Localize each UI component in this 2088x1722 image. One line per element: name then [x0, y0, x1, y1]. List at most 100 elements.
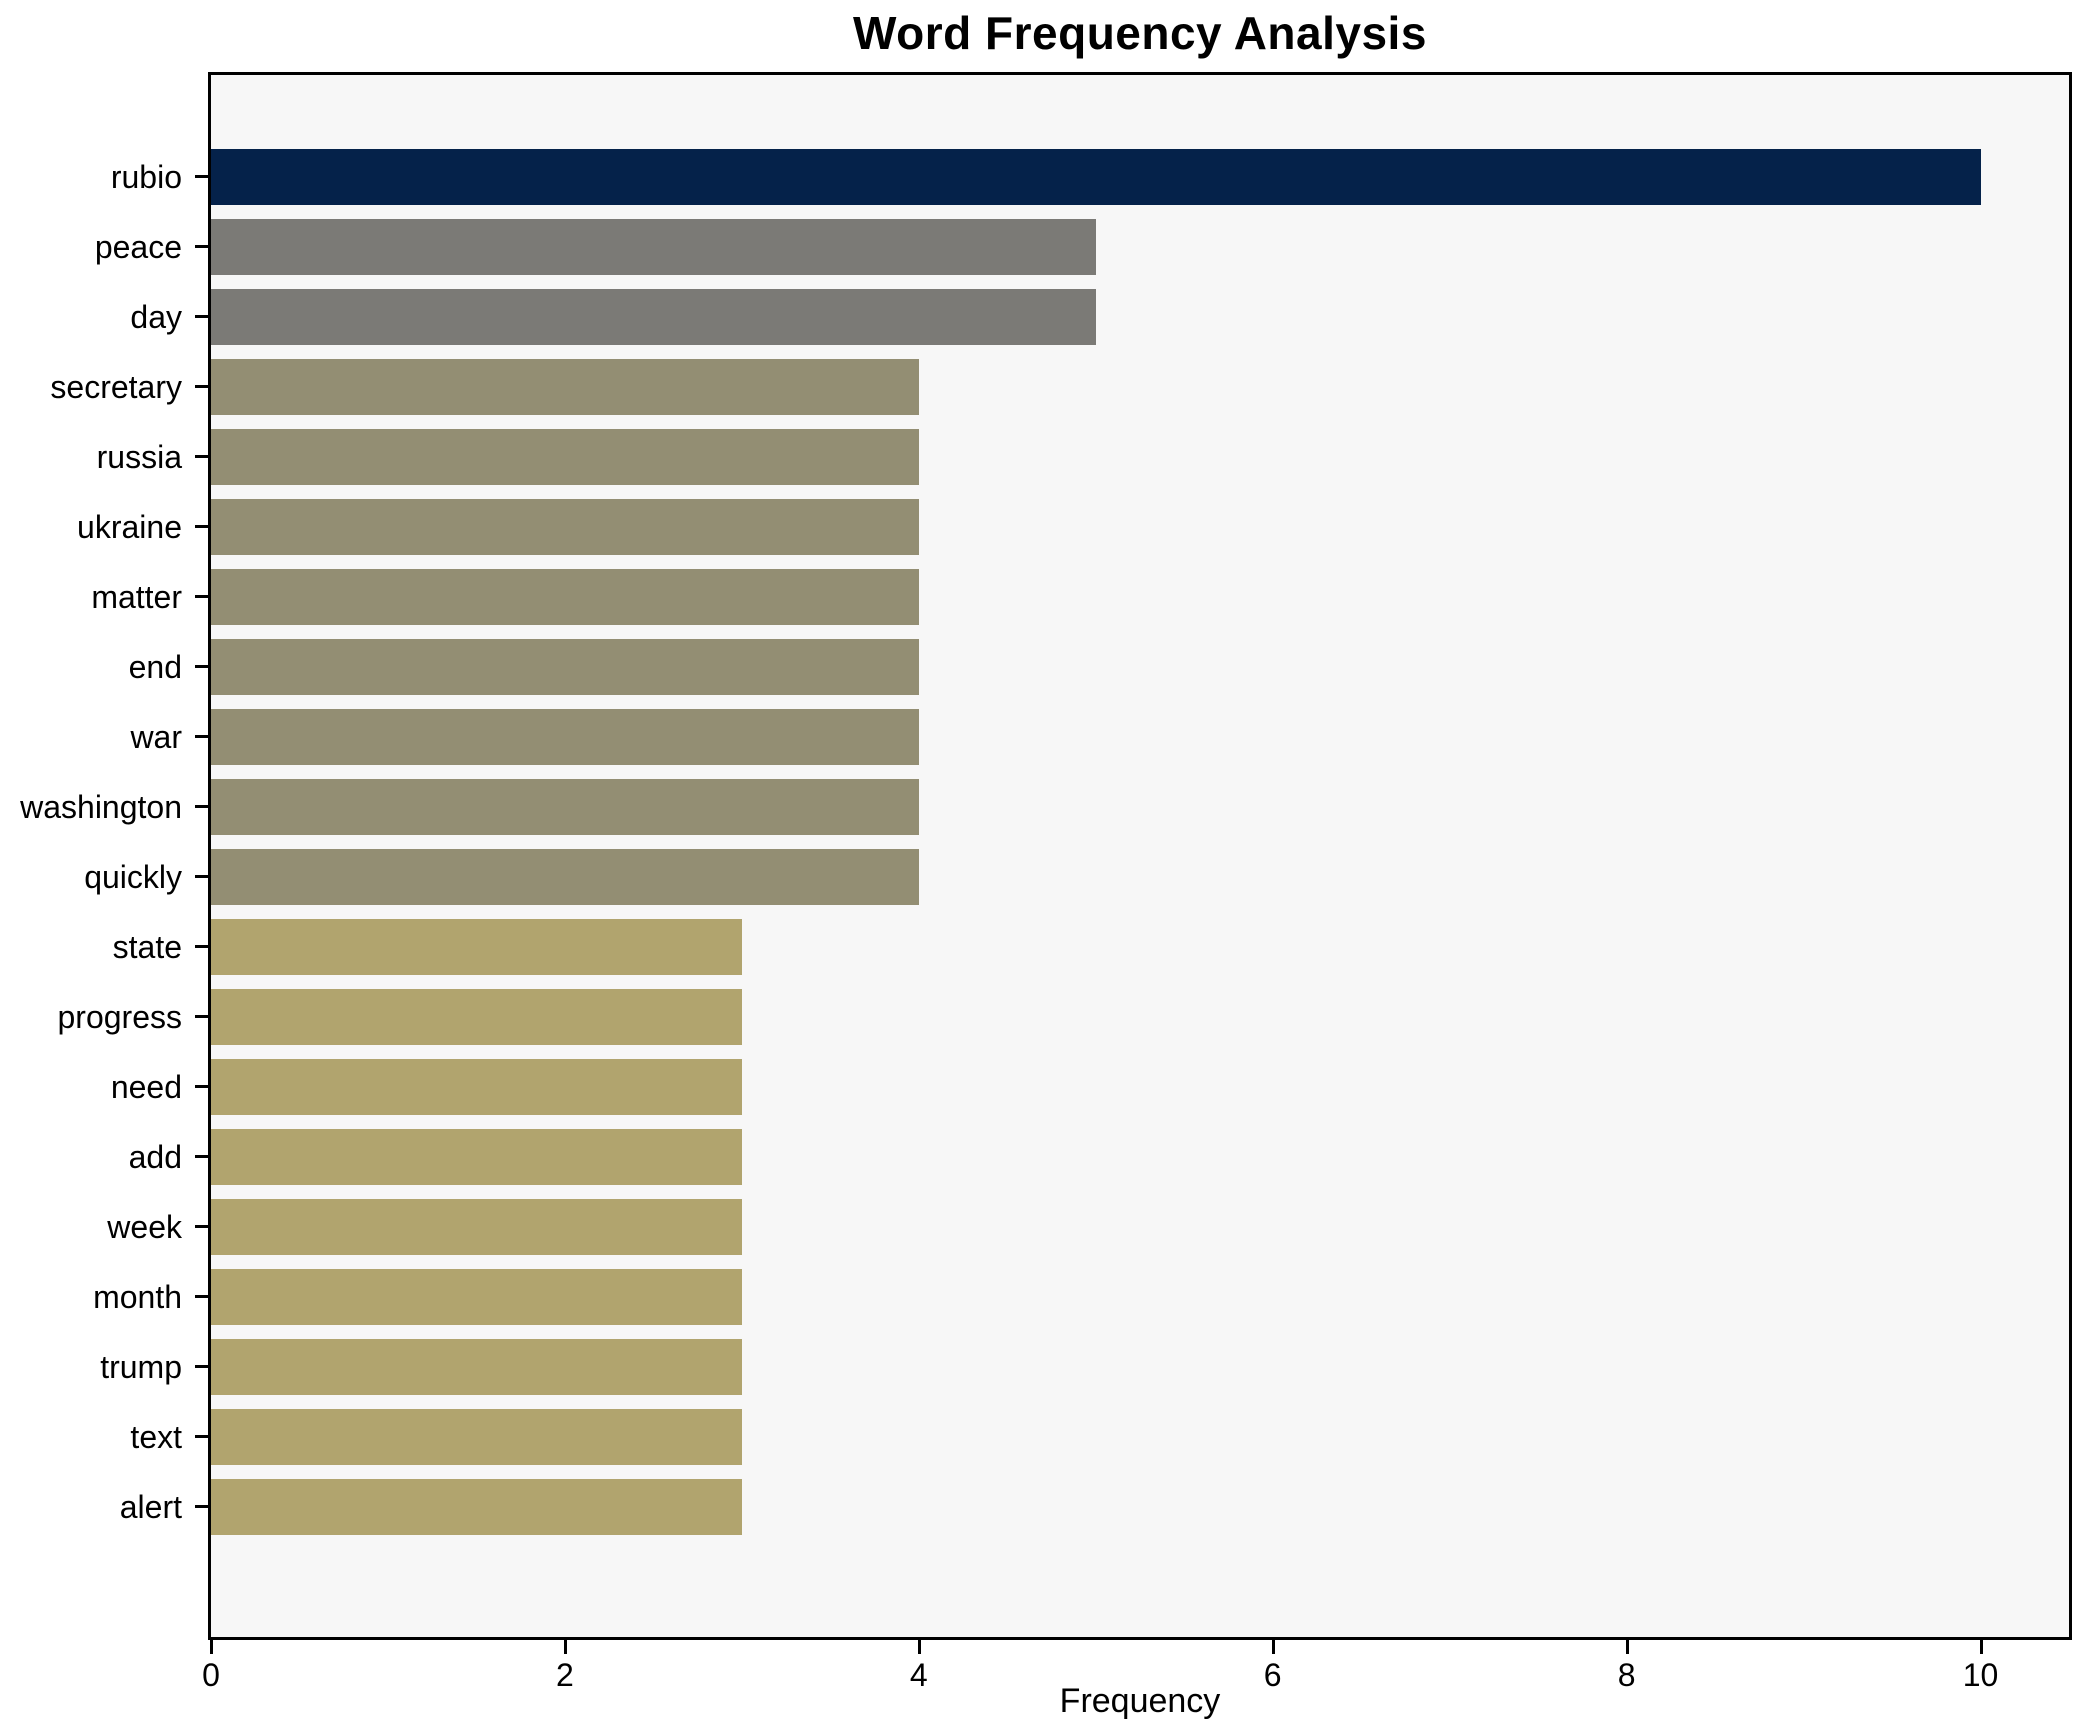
- y-axis-label-end: end: [0, 632, 208, 702]
- y-axis-label-text: state: [112, 928, 182, 965]
- y-tick-mark: [195, 665, 208, 668]
- bar-trump: [211, 1339, 742, 1395]
- x-tick-mark: [563, 1640, 567, 1654]
- y-axis-label-add: add: [0, 1122, 208, 1192]
- y-axis-label-secretary: secretary: [0, 352, 208, 422]
- y-axis-label-text: peace: [94, 228, 182, 265]
- y-tick-mark: [195, 945, 208, 948]
- bar-series: [211, 75, 2069, 1637]
- y-axis-label-text: rubio: [110, 158, 182, 195]
- y-axis-label-text: matter: [91, 578, 182, 615]
- bar-state: [211, 919, 742, 975]
- x-tick-label: 8: [1617, 1657, 1636, 1693]
- x-tick-label: 4: [909, 1657, 928, 1693]
- x-tick-mark: [1979, 1640, 1983, 1654]
- y-axis-label-matter: matter: [0, 562, 208, 632]
- bar-row: [211, 982, 2069, 1052]
- y-axis-label-text: end: [128, 648, 182, 685]
- bar-russia: [211, 429, 919, 485]
- x-axis: 0 2 4 6 8 10: [202, 1640, 2069, 1720]
- bar-washington: [211, 779, 919, 835]
- bar-row: [211, 142, 2069, 212]
- y-axis-label-week: week: [0, 1192, 208, 1262]
- y-axis-label-russia: russia: [0, 422, 208, 492]
- y-axis-label-day: day: [0, 282, 208, 352]
- y-axis-label-text: text: [130, 1418, 182, 1455]
- bar-row: [211, 562, 2069, 632]
- bar-matter: [211, 569, 919, 625]
- y-tick-mark: [195, 1225, 208, 1228]
- y-axis-label-text: quickly: [84, 858, 182, 895]
- y-axis-label-text: trump: [100, 1348, 182, 1385]
- bar-row: [211, 1472, 2069, 1542]
- bar-quickly: [211, 849, 919, 905]
- bar-row: [211, 1332, 2069, 1402]
- bar-row: [211, 1262, 2069, 1332]
- y-axis-label-peace: peace: [0, 212, 208, 282]
- y-axis-label-text: russia: [96, 438, 182, 475]
- y-tick-mark: [195, 1365, 208, 1368]
- y-axis-label-quickly: quickly: [0, 842, 208, 912]
- y-tick-mark: [195, 525, 208, 528]
- y-axis-label-text: alert: [119, 1488, 182, 1525]
- bar-rubio: [211, 149, 1981, 205]
- y-tick-mark: [195, 805, 208, 808]
- y-axis-label-month: month: [0, 1262, 208, 1332]
- y-tick-mark: [195, 245, 208, 248]
- y-axis-label-state: state: [0, 912, 208, 982]
- chart-title: Word Frequency Analysis: [853, 7, 1427, 59]
- y-tick-mark: [195, 385, 208, 388]
- bar-peace: [211, 219, 1096, 275]
- y-axis-label-war: war: [0, 702, 208, 772]
- y-axis-label-text: day: [130, 298, 182, 335]
- x-tick-mark: [210, 1640, 213, 1654]
- x-tick-mark: [1271, 1640, 1275, 1654]
- y-axis-label-text: need: [110, 1068, 182, 1105]
- bar-row: [211, 842, 2069, 912]
- y-axis-label-text: secretary: [50, 368, 182, 405]
- y-axis-label-progress: progress: [0, 982, 208, 1052]
- bar-progress: [211, 989, 742, 1045]
- y-axis-label-text: ukraine: [77, 508, 182, 545]
- x-tick-label: 6: [1263, 1657, 1282, 1693]
- y-axis-label-need: need: [0, 1052, 208, 1122]
- bar-row: [211, 1192, 2069, 1262]
- y-axis-label-text: week: [107, 1208, 182, 1245]
- y-tick-mark: [195, 1015, 208, 1018]
- y-axis-label-trump: trump: [0, 1332, 208, 1402]
- bar-row: [211, 352, 2069, 422]
- y-axis-label-text: month: [93, 1278, 182, 1315]
- y-tick-mark: [195, 875, 208, 878]
- y-tick-mark: [195, 1085, 208, 1088]
- bar-row: [211, 492, 2069, 562]
- x-axis-title: Frequency: [1059, 1682, 1221, 1720]
- y-axis-label-text: add: [128, 1138, 182, 1175]
- y-axis-label-text: war: [130, 718, 182, 755]
- y-axis-label-text: text: [0, 1402, 208, 1472]
- bar-row: [211, 912, 2069, 982]
- y-tick-mark: [195, 1155, 208, 1158]
- y-axis-label-ukraine: ukraine: [0, 492, 208, 562]
- bar-row: [211, 212, 2069, 282]
- bar-month: [211, 1269, 742, 1325]
- bar-ukraine: [211, 499, 919, 555]
- plot-area: [208, 72, 2072, 1640]
- y-tick-mark: [195, 1435, 208, 1438]
- bar-war: [211, 709, 919, 765]
- bar-row: [211, 632, 2069, 702]
- x-tick-mark: [1625, 1640, 1629, 1654]
- bar-end: [211, 639, 919, 695]
- y-tick-mark: [195, 315, 208, 318]
- bar-secretary: [211, 359, 919, 415]
- bar-row: [211, 1052, 2069, 1122]
- bar-row: [211, 282, 2069, 352]
- x-tick-mark: [917, 1640, 921, 1654]
- bar-add: [211, 1129, 742, 1185]
- bar-row: [211, 1402, 2069, 1472]
- bar-row: [211, 702, 2069, 772]
- bar-need: [211, 1059, 742, 1115]
- y-axis-label-alert: alert: [0, 1472, 208, 1542]
- y-tick-mark: [195, 455, 208, 458]
- bar-row: [211, 1122, 2069, 1192]
